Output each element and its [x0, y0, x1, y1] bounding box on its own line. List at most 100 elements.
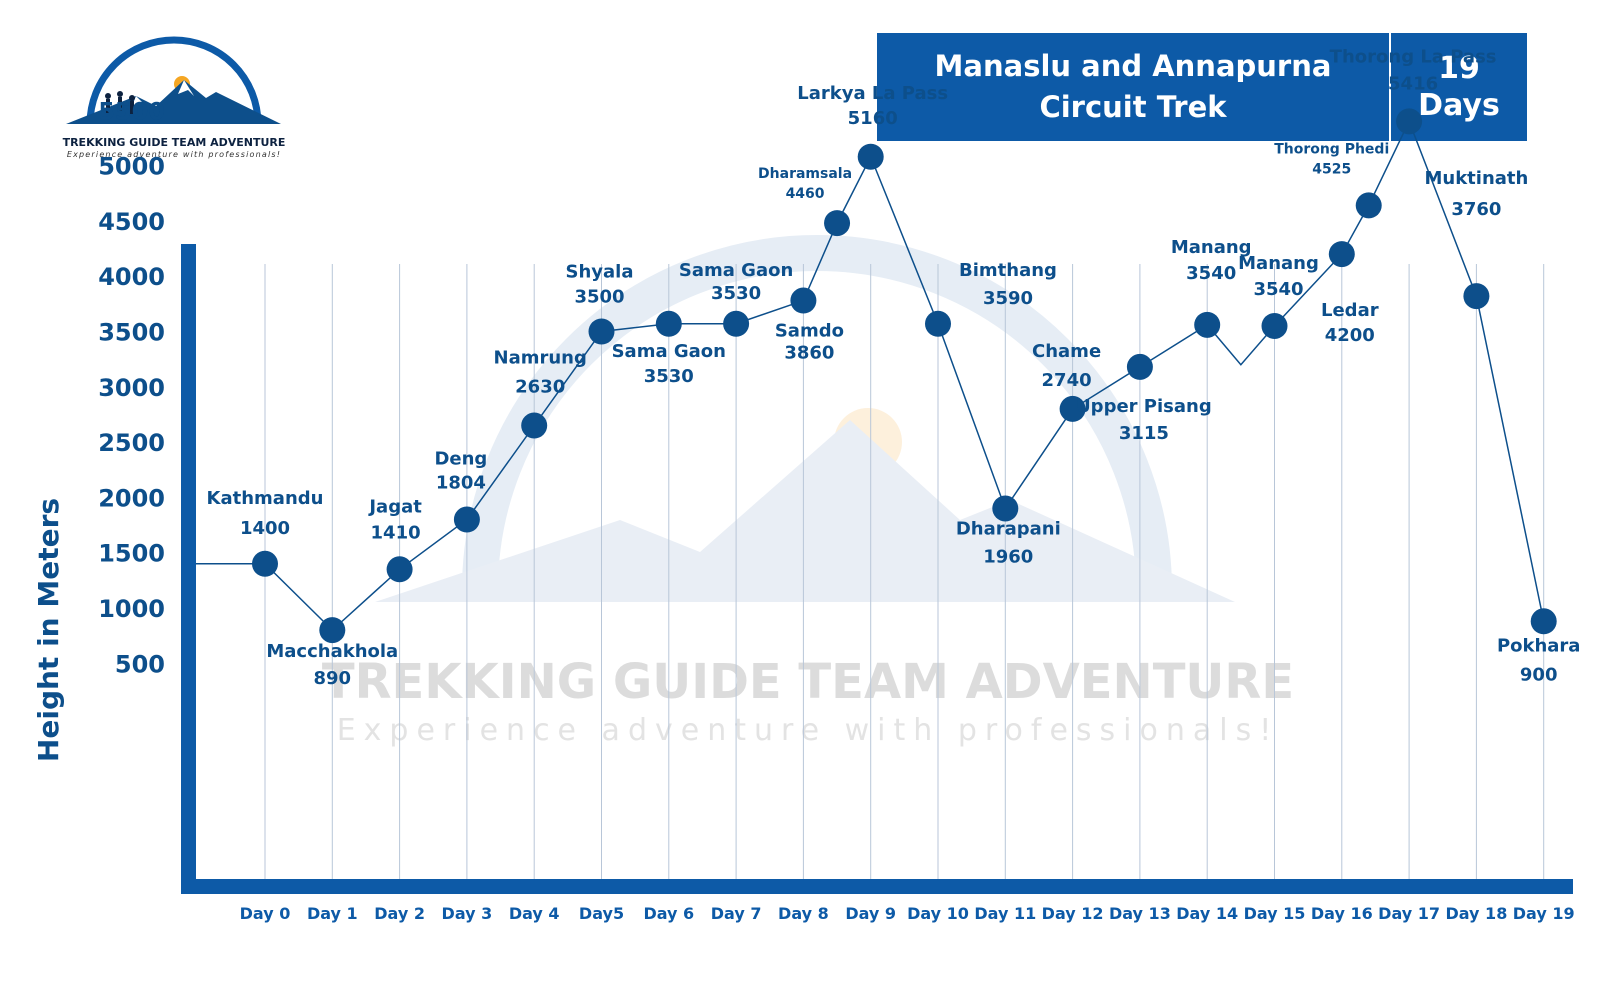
trek-title: Manaslu and Annapurna Circuit Trek: [934, 49, 1332, 124]
stop-name: Larkya La Pass: [797, 83, 948, 104]
watermark: TREKKING GUIDE TEAM ADVENTURE Experience…: [322, 235, 1294, 748]
stop-elevation: 5416: [1388, 73, 1438, 94]
x-tick-label: Day 17: [1378, 904, 1440, 923]
stop-name: Chame: [1032, 341, 1101, 362]
x-tick-label: Day 18: [1445, 904, 1507, 923]
stop-name: Thorong La Pass: [1330, 46, 1497, 67]
watermark-tagline: Experience adventure with professionals!: [337, 713, 1280, 748]
stop-elevation: 3540: [1253, 279, 1303, 300]
stop-elevation: 900: [1520, 664, 1558, 685]
logo-mountain-icon: [66, 36, 281, 125]
x-tick-label: Day 11: [974, 904, 1036, 923]
stop-name: Jagat: [367, 496, 422, 517]
y-tick-label: 2000: [98, 484, 165, 512]
elevation-marker: [925, 310, 951, 337]
stop-elevation: 1410: [371, 522, 421, 543]
watermark-arc: [462, 235, 1172, 591]
x-axis: [181, 879, 1573, 894]
stop-elevation: 1804: [436, 473, 486, 494]
elevation-markers: [252, 108, 1557, 644]
x-tick-label: Day5: [579, 904, 624, 923]
x-tick-label: Day 7: [711, 904, 762, 923]
stop-name: Dharamsala: [758, 166, 852, 182]
x-tick-label: Day 19: [1513, 904, 1575, 923]
stop-elevation: 4200: [1325, 325, 1375, 346]
x-tick-label: Day 2: [374, 904, 425, 923]
stop-elevation: 4460: [786, 186, 825, 202]
x-tick-label: Day 6: [643, 904, 694, 923]
stop-elevation: 5160: [848, 108, 898, 129]
y-tick-label: 5500: [98, 97, 165, 125]
stop-name: Manang: [1171, 237, 1252, 258]
elevation-marker: [1463, 283, 1490, 310]
elevation-marker: [857, 143, 884, 170]
x-axis-ticks: Day 0 Day 1 Day 2 Day 3 Day 4 Day5 Day 6 Day 7 D…: [240, 904, 1575, 923]
watermark-mountain-icon: [375, 420, 1235, 602]
stop-elevation: 1960: [983, 546, 1033, 567]
elevation-marker: [1059, 395, 1086, 422]
stop-elevation: 3115: [1119, 423, 1169, 444]
y-tick-label: 4000: [98, 263, 165, 291]
y-axis-label: Height in Meters: [32, 498, 65, 762]
elevation-marker: [252, 550, 278, 577]
stop-elevation: 2740: [1042, 370, 1092, 391]
stop-elevation: 4525: [1312, 161, 1351, 177]
elevation-marker: [319, 617, 346, 644]
logo: TREKKING GUIDE TEAM ADVENTURE Experience…: [56, 36, 292, 166]
elevation-marker: [1396, 108, 1423, 135]
y-tick-label: 5000: [98, 153, 165, 181]
stop-name: Manang: [1238, 253, 1319, 274]
stop-name: Upper Pisang: [1076, 396, 1212, 417]
trek-duration: 19 Days: [1391, 33, 1527, 141]
stop-name: Sama Gaon: [612, 341, 726, 362]
elevation-marker: [1355, 192, 1382, 219]
stop-elevation: 890: [314, 668, 352, 689]
days-number: 19: [1438, 50, 1480, 86]
x-tick-label: Day 12: [1042, 904, 1104, 923]
stop-name: Samdo: [775, 321, 844, 342]
elevation-marker: [1126, 353, 1153, 380]
watermark-name: TREKKING GUIDE TEAM ADVENTURE: [322, 654, 1294, 710]
x-tick-label: Day 0: [240, 904, 291, 923]
elevation-marker: [1328, 241, 1355, 268]
y-tick-label: 3000: [98, 374, 165, 402]
stop-elevation: 3590: [983, 288, 1033, 309]
stop-elevation: 1400: [240, 518, 290, 539]
stop-elevation: 3530: [711, 283, 761, 304]
x-tick-label: Day 16: [1311, 904, 1373, 923]
stop-name: Kathmandu: [207, 488, 324, 509]
y-tick-label: 1500: [98, 540, 165, 568]
elevation-marker: [992, 495, 1019, 522]
y-tick-label: 3500: [98, 319, 165, 347]
stop-elevation: 3500: [574, 287, 624, 308]
stop-labels: Kathmandu 1400 Macchakhola 890 Jagat 1410 Deng…: [207, 46, 1581, 689]
elevation-marker: [824, 210, 851, 237]
stop-elevation: 3760: [1451, 199, 1501, 220]
y-tick-label: 1000: [98, 595, 165, 623]
elevation-marker: [521, 412, 548, 439]
elevation-marker: [1194, 311, 1221, 338]
x-tick-label: Day 9: [845, 904, 896, 923]
days-word: Days: [1418, 88, 1500, 123]
elevation-marker: [386, 556, 413, 583]
stop-elevation: 3530: [644, 366, 694, 387]
x-tick-label: Day 8: [778, 904, 829, 923]
elevation-marker: [1261, 312, 1288, 339]
axes: [181, 244, 1573, 894]
x-tick-label: Day 13: [1109, 904, 1171, 923]
elevation-marker: [1530, 608, 1557, 635]
stop-elevation: 3540: [1186, 263, 1236, 284]
x-tick-label: Day 3: [442, 904, 493, 923]
x-tick-label: Day 14: [1176, 904, 1238, 923]
y-tick-label: 2500: [98, 429, 165, 457]
title-divider: [1389, 33, 1391, 141]
y-axis: [181, 244, 196, 894]
elevation-marker: [588, 318, 615, 345]
y-axis-ticks: 500 1000 1500 2000 2500 3000 3500 4000 4500 5000 5…: [98, 97, 165, 678]
elevation-marker: [723, 310, 750, 337]
stop-name: Macchakhola: [266, 641, 398, 662]
stop-name: Pokhara: [1497, 635, 1581, 656]
x-tick-label: Day 15: [1244, 904, 1306, 923]
stop-name: Sama Gaon: [679, 260, 793, 281]
